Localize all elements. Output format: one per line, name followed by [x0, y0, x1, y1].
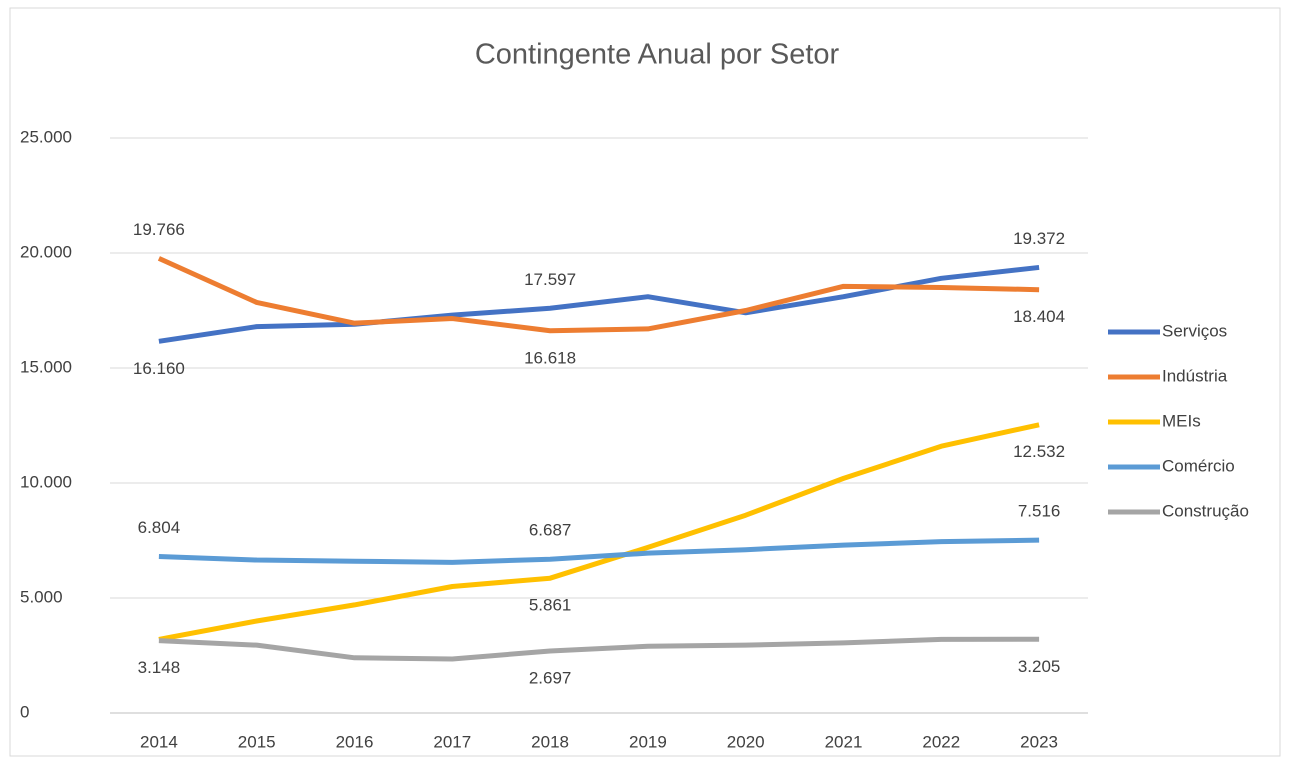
- y-tick-label: 10.000: [20, 472, 72, 491]
- x-tick-label: 2014: [140, 732, 178, 751]
- chart-title: Contingente Anual por Setor: [475, 39, 840, 71]
- data-label: 18.404: [1013, 307, 1065, 326]
- data-label: 3.205: [1018, 657, 1061, 676]
- x-tick-label: 2015: [238, 732, 276, 751]
- x-tick-label: 2017: [433, 732, 471, 751]
- series-line: [158, 537, 1040, 565]
- data-label: 16.618: [524, 348, 576, 367]
- legend-label: Comércio: [1162, 456, 1235, 475]
- data-label: 16.160: [133, 359, 185, 378]
- x-tick-label: 2023: [1020, 732, 1058, 751]
- data-label: 2.697: [529, 668, 572, 687]
- data-label: 19.766: [133, 220, 185, 239]
- data-label: 5.861: [529, 596, 572, 615]
- data-label: 19.372: [1013, 229, 1065, 248]
- x-tick-label: 2021: [825, 732, 863, 751]
- data-label: 3.148: [138, 658, 181, 677]
- data-label: 12.532: [1013, 442, 1065, 461]
- series-line: [158, 636, 1040, 662]
- chart-border: [9, 7, 1281, 757]
- series-line: [158, 422, 1040, 642]
- data-label: 7.516: [1018, 502, 1061, 521]
- legend-label: MEIs: [1162, 411, 1201, 430]
- y-tick-label: 5.000: [20, 587, 63, 606]
- series-line: [157, 256, 1040, 334]
- y-tick-label: 15.000: [20, 357, 72, 376]
- y-tick-label: 25.000: [20, 127, 72, 146]
- legend-label: Indústria: [1162, 366, 1228, 385]
- x-tick-label: 2022: [922, 732, 960, 751]
- x-tick-label: 2020: [727, 732, 765, 751]
- legend-label: Construção: [1162, 501, 1249, 520]
- legend-label: Serviços: [1162, 321, 1227, 340]
- data-label: 6.804: [138, 518, 181, 537]
- x-tick-label: 2018: [531, 732, 569, 751]
- y-tick-label: 20.000: [20, 242, 72, 261]
- x-tick-label: 2019: [629, 732, 667, 751]
- data-label: 6.687: [529, 521, 572, 540]
- y-tick-label: 0: [20, 702, 29, 721]
- x-tick-label: 2016: [336, 732, 374, 751]
- data-label: 17.597: [524, 270, 576, 289]
